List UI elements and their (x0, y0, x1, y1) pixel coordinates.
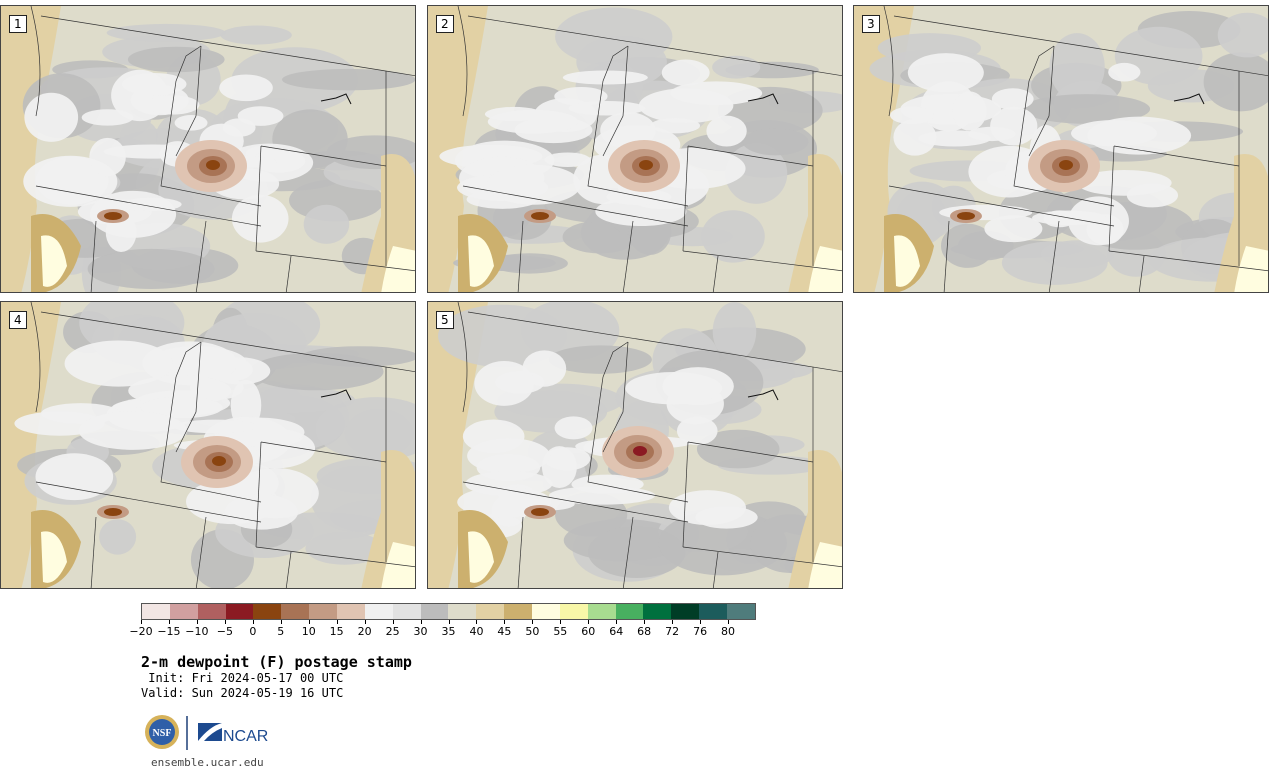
colorbar-tick (364, 620, 366, 624)
colorbar-tick-label: 35 (441, 625, 456, 638)
dewpoint-map (428, 302, 842, 588)
colorbar-tick (252, 620, 254, 624)
colorbar-tick-label: −20 (129, 625, 153, 638)
site-url: ensemble.ucar.edu (151, 756, 264, 769)
colorbar-swatch (476, 604, 505, 619)
colorbar-tick-label: 68 (637, 625, 652, 638)
colorbar-tick (308, 620, 310, 624)
chart-title: 2-m dewpoint (F) postage stamp (141, 653, 412, 671)
panel-number-label: 1 (9, 15, 27, 33)
colorbar-swatch (727, 604, 755, 619)
colorbar-tick (224, 620, 226, 624)
colorbar-tick (448, 620, 450, 624)
colorbar-swatch (504, 604, 533, 619)
colorbar-tick (532, 620, 534, 624)
init-time: Init: Fri 2024-05-17 00 UTC (141, 671, 344, 685)
colorbar-tick (141, 620, 142, 624)
colorbar-swatch (197, 604, 226, 619)
colorbar-tick-label: 72 (665, 625, 680, 638)
colorbar-tick (616, 620, 618, 624)
colorbar-tick (560, 620, 562, 624)
colorbar-tick-label: 5 (277, 625, 285, 638)
colorbar-tick (644, 620, 646, 624)
panel-number-label: 3 (862, 15, 880, 33)
colorbar-swatch (420, 604, 449, 619)
colorbar-tick-label: 20 (357, 625, 372, 638)
colorbar-swatch (532, 604, 560, 619)
colorbar-swatch (643, 604, 672, 619)
colorbar-tick-label: 0 (249, 625, 257, 638)
dewpoint-map (854, 6, 1268, 292)
colorbar-tick (420, 620, 422, 624)
colorbar-swatch (671, 604, 700, 619)
colorbar-tick (196, 620, 198, 624)
map-panel-2: 2 (427, 5, 843, 293)
colorbar-tick (476, 620, 478, 624)
panel-number-label: 5 (436, 311, 454, 329)
panel-number-label: 2 (436, 15, 454, 33)
valid-time: Valid: Sun 2024-05-19 16 UTC (141, 686, 344, 700)
colorbar-tick (700, 620, 702, 624)
colorbar-tick-label: 45 (497, 625, 512, 638)
colorbar-swatch (253, 604, 282, 619)
colorbar-ticks: −20 −15 −10 −5 0 5 10 15 20 25 30 35 40 45 50 55 60 64 68 7… (129, 620, 756, 640)
colorbar-tick-label: −5 (216, 625, 233, 638)
colorbar-tick-label: −15 (157, 625, 181, 638)
colorbar-tick-label: 50 (525, 625, 540, 638)
colorbar-tick (728, 620, 730, 624)
colorbar-tick-label: 64 (609, 625, 624, 638)
colorbar-swatch (281, 604, 310, 619)
colorbar-tick (392, 620, 394, 624)
colorbar-tick-label: 60 (581, 625, 596, 638)
nsf-logo-text: NSF (153, 728, 172, 739)
colorbar-tick-label: 55 (553, 625, 568, 638)
colorbar-swatch (309, 604, 338, 619)
map-panel-1: 1 (0, 5, 416, 293)
ncar-logo-text: NCAR (223, 728, 268, 745)
colorbar-tick (336, 620, 338, 624)
colorbar-swatch (142, 604, 170, 619)
dewpoint-map (1, 6, 415, 292)
colorbar-swatch (559, 604, 588, 619)
colorbar-swatch (448, 604, 477, 619)
colorbar-tick-label: −10 (185, 625, 209, 638)
panel-number-label: 4 (9, 311, 27, 329)
nsf-ncar-logo: NSF NCAR (145, 715, 268, 750)
colorbar-swatch (169, 604, 198, 619)
colorbar-tick (280, 620, 282, 624)
colorbar-swatch (699, 604, 728, 619)
colorbar-swatch (587, 604, 616, 619)
colorbar-swatch (392, 604, 421, 619)
map-panel-5: 5 (427, 301, 843, 589)
colorbar-swatch (615, 604, 644, 619)
colorbar-tick-label: 30 (413, 625, 428, 638)
map-panel-3: 3 (853, 5, 1269, 293)
dewpoint-map (1, 302, 415, 588)
colorbar (141, 603, 756, 620)
colorbar-swatch (337, 604, 365, 619)
colorbar-tick (672, 620, 674, 624)
colorbar-tick-label: 40 (469, 625, 484, 638)
colorbar-tick (504, 620, 506, 624)
colorbar-swatch (225, 604, 254, 619)
map-panel-4: 4 (0, 301, 416, 589)
colorbar-tick-label: 15 (329, 625, 344, 638)
dewpoint-map (428, 6, 842, 292)
colorbar-tick-label: 80 (721, 625, 736, 638)
colorbar-tick-label: 10 (301, 625, 316, 638)
colorbar-tick (168, 620, 170, 624)
colorbar-tick-label: 25 (385, 625, 400, 638)
colorbar-tick-label: 76 (693, 625, 708, 638)
colorbar-swatch (364, 604, 393, 619)
colorbar-tick (588, 620, 590, 624)
